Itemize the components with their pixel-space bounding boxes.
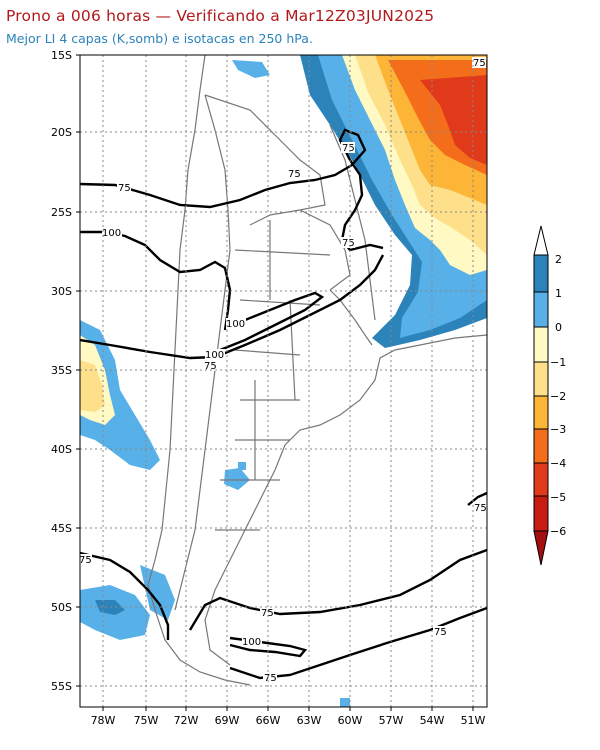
lon-label: 69W [215, 714, 240, 727]
isotach-label: 75 [342, 143, 355, 154]
isotach-100-south [229, 636, 308, 658]
li-blob-inland-1 [224, 468, 250, 490]
map-frame [79, 54, 488, 708]
lon-label: 57W [379, 714, 404, 727]
border-uruguay [329, 289, 373, 346]
isotach-75-west [80, 551, 170, 640]
legend-swatch [533, 462, 549, 497]
li-region-south-pacific-pos1b [140, 565, 175, 620]
lon-label: 51W [461, 714, 486, 727]
isotach-label: 75 [264, 673, 277, 684]
isotach-label: 75 [342, 238, 355, 249]
isotach-label: 75 [261, 608, 274, 619]
isotach-75-north [80, 128, 384, 252]
isotach-label: 75 [118, 183, 131, 194]
map-subtitle: Mejor LI 4 capas (K,somb) e isotacas en … [6, 31, 313, 46]
legend-label: −3 [550, 423, 566, 436]
coastline-pacific [147, 55, 251, 686]
legend-swatch [533, 361, 549, 397]
li-shading [80, 55, 487, 707]
legend-label: −4 [550, 457, 566, 470]
lat-label: 30S [51, 285, 72, 298]
isotach-label: 100 [226, 319, 245, 330]
border-provinces-1 [215, 249, 331, 531]
isotach-75-central [80, 254, 385, 360]
isotach-label: 75 [473, 58, 486, 69]
border-paraguay [299, 209, 351, 291]
lat-label: 55S [51, 680, 72, 693]
legend-swatch [533, 428, 549, 464]
border-bolivia [204, 94, 326, 226]
lat-label: 35S [51, 364, 72, 377]
legend-label: 0 [555, 321, 562, 334]
lon-label: 66W [256, 714, 281, 727]
lat-label: 40S [51, 443, 72, 456]
li-region-pacific-neg1 [80, 360, 105, 412]
isotach-label: 75 [204, 361, 217, 372]
isotach-label: 100 [242, 637, 261, 648]
lat-label: 45S [51, 522, 72, 535]
lat-label: 50S [51, 601, 72, 614]
isotach-label: 75 [79, 555, 92, 566]
lat-label: 25S [51, 206, 72, 219]
lon-label: 78W [91, 714, 116, 727]
legend-swatch [533, 291, 549, 328]
color-legend: 2 1 0 −1 −2 −3 −4 −5 −6 [533, 225, 566, 566]
map-title: Prono a 006 horas — Verificando a Mar12Z… [6, 7, 435, 25]
legend-label: 1 [555, 287, 562, 300]
lon-label: 63W [297, 714, 322, 727]
legend-label: −1 [550, 356, 566, 369]
isotach-100-central [219, 291, 325, 352]
lon-label: 75W [134, 714, 159, 727]
map-boundaries [147, 55, 487, 686]
legend-swatch [533, 326, 549, 363]
isotach-label: 75 [434, 627, 447, 638]
li-blob-bottom [340, 698, 350, 707]
li-blob-inland-2 [238, 462, 246, 470]
isotach-label: 100 [205, 350, 224, 361]
isotach-label: 75 [288, 169, 301, 180]
legend-label: −5 [550, 491, 566, 504]
legend-swatch [533, 495, 549, 532]
lat-label: 20S [51, 126, 72, 139]
graticule [80, 55, 487, 707]
isotach-75-south-a [188, 548, 487, 631]
axis-ticks [76, 54, 474, 711]
border-brazil [329, 124, 376, 321]
legend-arrow-top [533, 225, 549, 256]
lon-label: 72W [174, 714, 199, 727]
coastline-atlantic [204, 334, 487, 666]
legend-label: −2 [550, 390, 566, 403]
lat-label: 15S [51, 49, 72, 62]
legend-label: 2 [555, 253, 562, 266]
legend-swatch [533, 254, 549, 293]
legend-arrow-bottom [533, 530, 549, 566]
isotach-label: 75 [474, 503, 487, 514]
isotach-contours [80, 128, 487, 680]
legend-swatch [533, 395, 549, 430]
isotach-label: 100 [102, 228, 121, 239]
legend-label: −6 [550, 525, 566, 538]
li-blob-top-center [232, 60, 270, 78]
isotach-75-east [467, 491, 487, 506]
latitude-labels: 15S 20S 25S 30S 35S 40S 45S 50S 55S [51, 49, 72, 693]
li-region-northeast-neg4 [420, 75, 487, 165]
isotach-label-layer: 75 75 75 75 100 100 100 75 75 75 75 75 1… [78, 57, 487, 684]
lon-label: 60W [338, 714, 363, 727]
lon-label: 54W [420, 714, 445, 727]
longitude-labels: 78W 75W 72W 69W 66W 63W 60W 57W 54W 51W [91, 714, 486, 727]
